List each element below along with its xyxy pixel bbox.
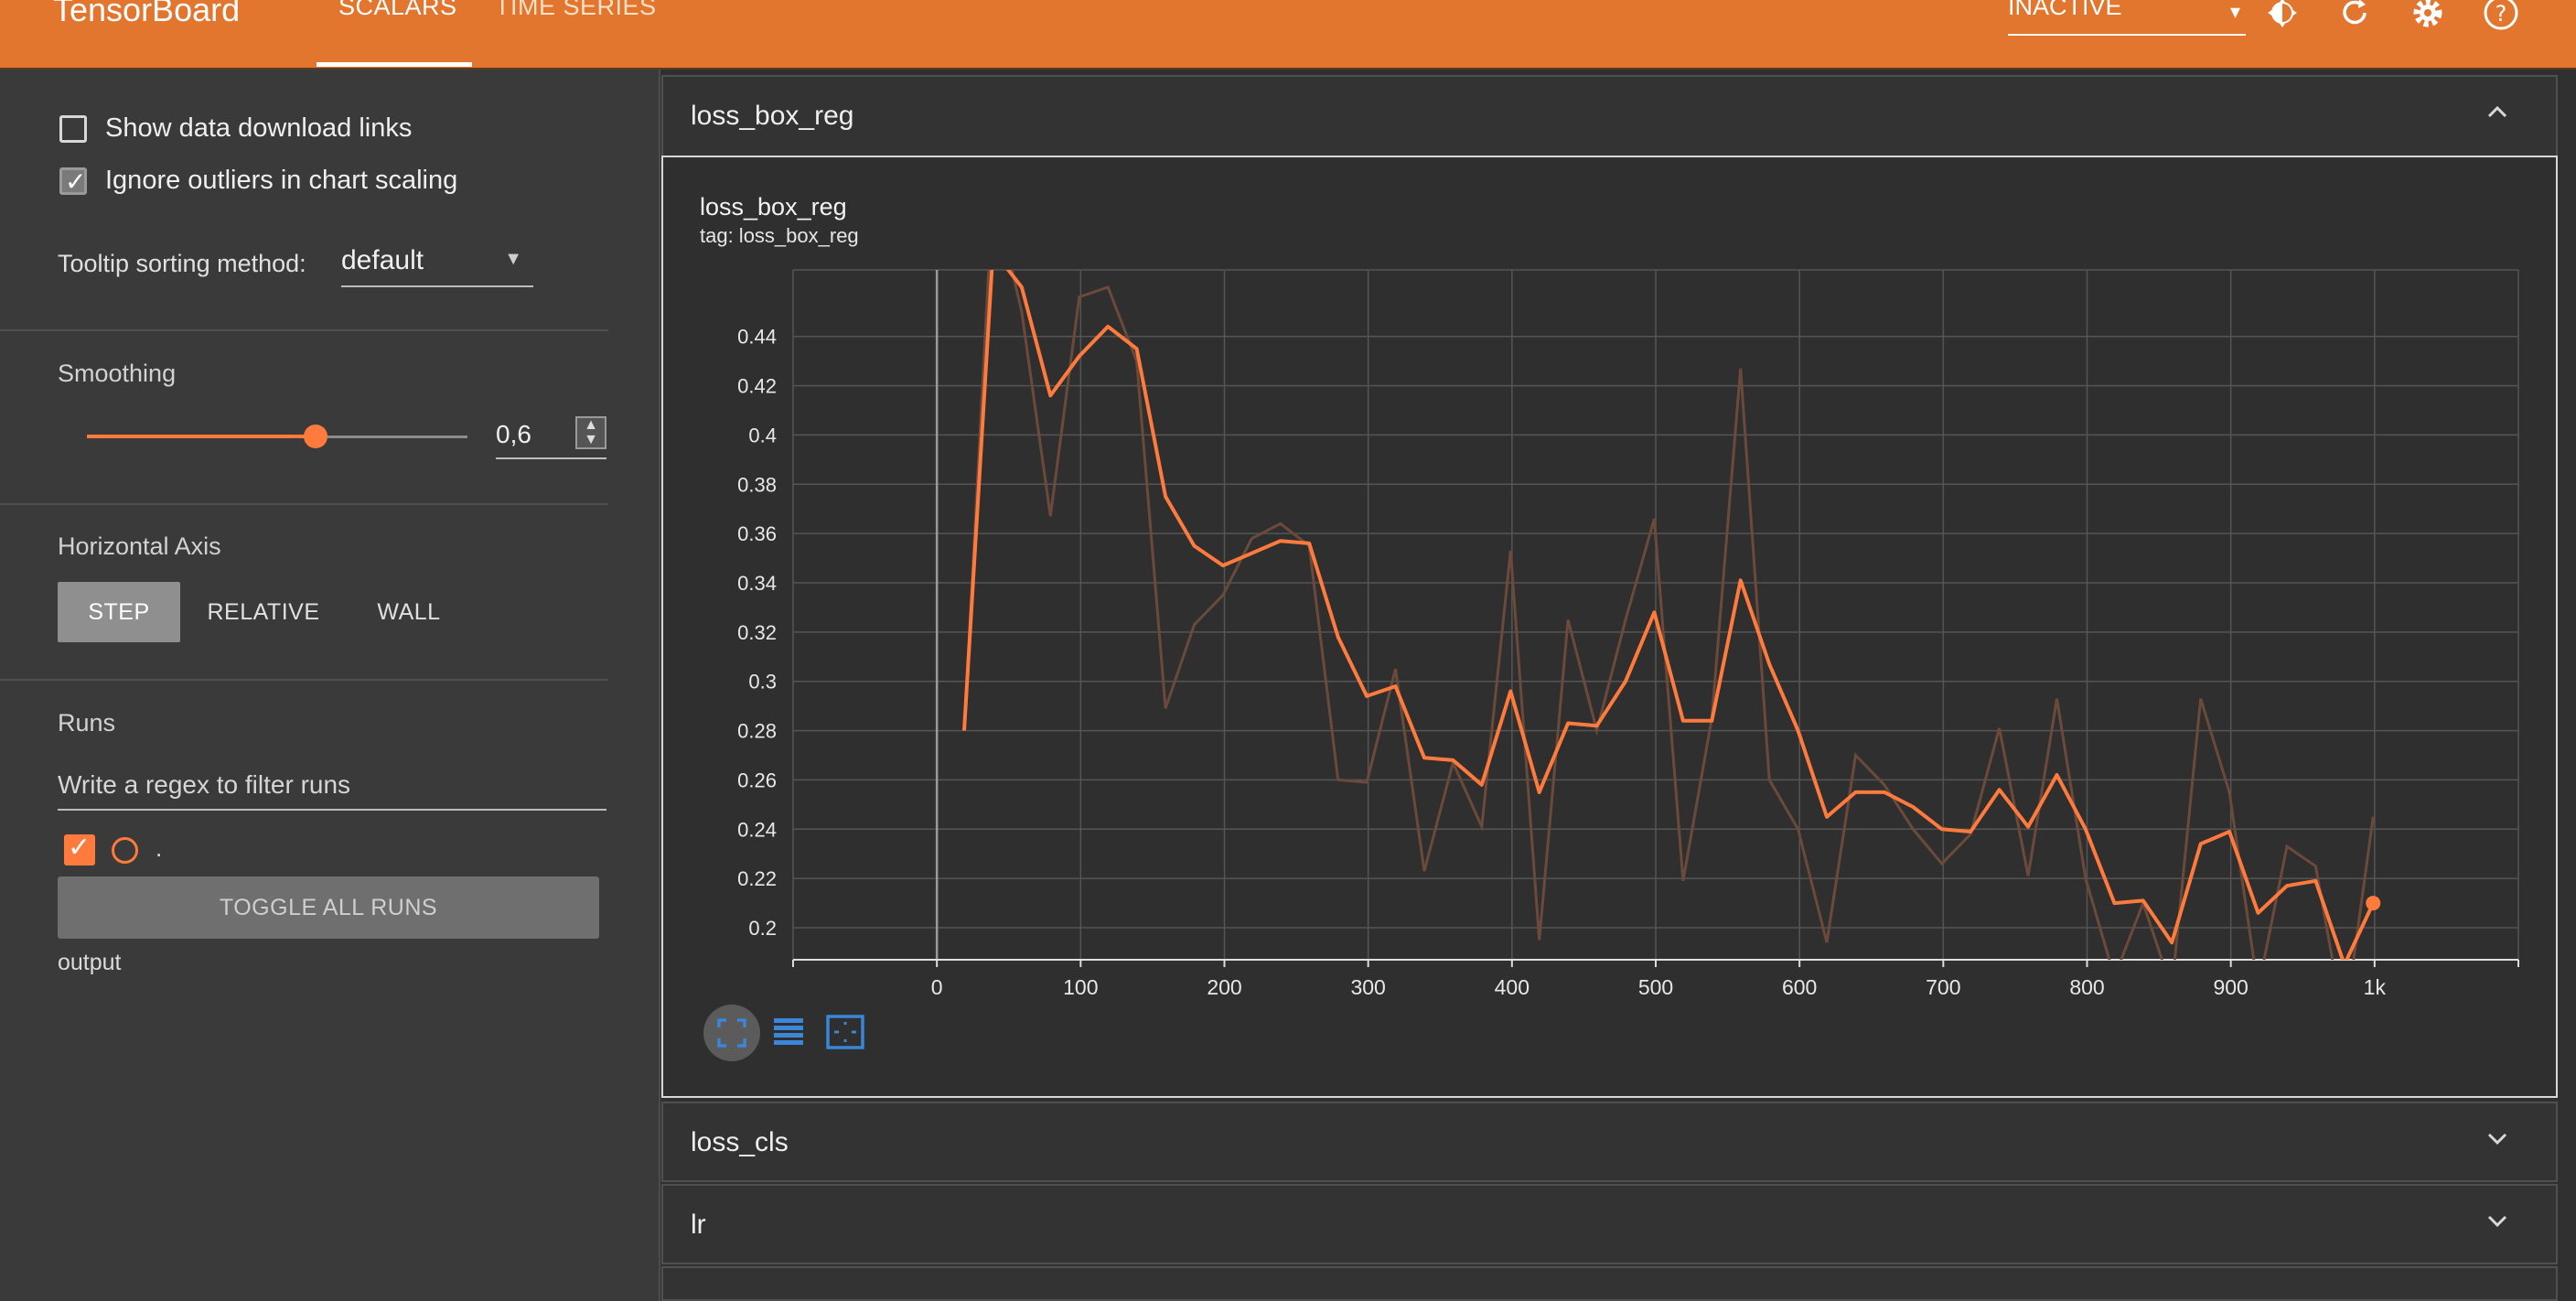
brand-logo: TensorBoard xyxy=(53,0,241,28)
chevron-down-icon[interactable] xyxy=(2483,1206,2512,1242)
top-app-bar: TensorBoard SCALARS TIME SERIES INACTIVE… xyxy=(0,0,2576,70)
card-header-lr[interactable]: lr xyxy=(661,1184,2558,1264)
ignore-outliers-label[interactable]: Ignore outliers in chart scaling xyxy=(105,166,458,195)
svg-text:?: ? xyxy=(2496,1,2507,27)
horizontal-axis-title: Horizontal Axis xyxy=(58,532,221,560)
show-download-links-checkbox[interactable] xyxy=(59,115,87,143)
axis-step-button[interactable]: STEP xyxy=(58,582,180,642)
axis-relative-button[interactable]: RELATIVE xyxy=(207,598,320,625)
smoothing-slider-thumb[interactable] xyxy=(304,425,327,448)
divider xyxy=(0,679,608,681)
card-title: lr xyxy=(691,1210,706,1240)
output-label: output xyxy=(58,950,122,975)
gear-icon[interactable] xyxy=(2406,0,2450,31)
data-table-icon[interactable] xyxy=(763,1006,814,1058)
plugin-status-value: INACTIVE xyxy=(2008,0,2122,20)
smoothing-slider-fill xyxy=(87,435,316,438)
chevron-down-icon: ▼ xyxy=(504,249,522,269)
fullscreen-icon[interactable] xyxy=(703,1005,760,1061)
run-filter-input[interactable]: Write a regex to filter runs xyxy=(58,763,606,811)
chevron-up-icon[interactable] xyxy=(2483,97,2512,134)
smoothing-title: Smoothing xyxy=(58,360,177,387)
runs-title: Runs xyxy=(58,709,116,737)
tooltip-sorting-value: default xyxy=(341,245,424,275)
tooltip-sorting-select[interactable]: default ▼ xyxy=(341,240,533,287)
smoothing-value: 0,6 xyxy=(496,420,531,448)
card-title: loss_cls xyxy=(691,1127,789,1157)
run-filter-placeholder: Write a regex to filter runs xyxy=(58,770,351,799)
show-download-links-label[interactable]: Show data download links xyxy=(105,113,413,143)
divider xyxy=(0,503,608,505)
tooltip-sorting-label: Tooltip sorting method: xyxy=(58,250,306,277)
ignore-outliers-checkbox[interactable] xyxy=(59,167,87,197)
chevron-down-icon[interactable] xyxy=(2483,1124,2512,1160)
stepper-icon[interactable]: ▲ ▼ xyxy=(575,416,606,449)
run-checkbox[interactable] xyxy=(64,832,95,866)
smoothing-value-input[interactable]: 0,6 ▲ ▼ xyxy=(496,416,606,459)
card-header-loss-box-reg[interactable]: loss_box_reg xyxy=(661,75,2558,156)
tab-scalars[interactable]: SCALARS xyxy=(338,0,457,20)
chevron-down-icon: ▾ xyxy=(2229,0,2240,23)
chart-card xyxy=(661,156,2558,1098)
chart-title: loss_box_reg xyxy=(700,193,847,220)
run-color-icon[interactable] xyxy=(112,837,138,864)
tab-time-series[interactable]: TIME SERIES xyxy=(495,0,657,20)
active-tab-indicator xyxy=(317,62,472,67)
sidebar xyxy=(0,70,660,1301)
card-header-next xyxy=(661,1266,2558,1301)
chart-tag: tag: loss_box_reg xyxy=(700,224,859,247)
fit-domain-icon[interactable] xyxy=(820,1006,871,1058)
plugin-status-select[interactable]: INACTIVE ▾ xyxy=(2008,0,2246,36)
refresh-icon[interactable] xyxy=(2333,0,2377,31)
card-title: loss_box_reg xyxy=(691,101,854,131)
card-header-loss-cls[interactable]: loss_cls xyxy=(661,1102,2558,1182)
brightness-icon[interactable] xyxy=(2260,0,2304,31)
run-name: . xyxy=(156,834,163,862)
help-icon[interactable]: ? xyxy=(2479,0,2523,31)
divider xyxy=(0,329,608,331)
toggle-all-runs-button[interactable]: TOGGLE ALL RUNS xyxy=(58,876,599,939)
axis-wall-button[interactable]: WALL xyxy=(377,598,441,625)
